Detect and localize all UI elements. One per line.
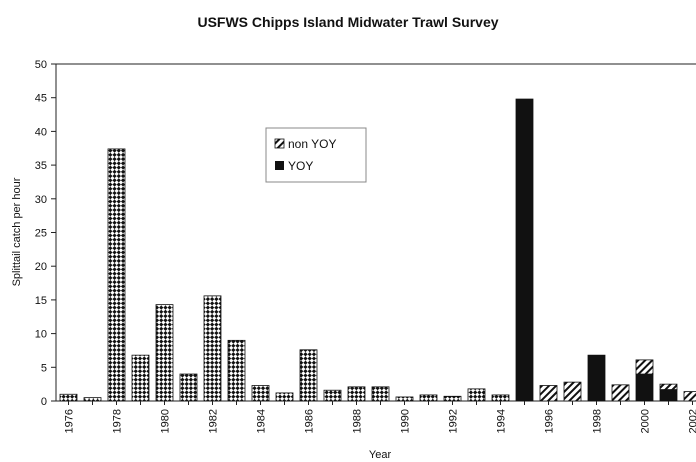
x-tick-label: 1998 (592, 409, 604, 433)
bar-checkered-1991 (419, 394, 438, 402)
bar-checkered-1982 (203, 295, 222, 402)
legend-label-non-yoy: non YOY (288, 137, 336, 151)
bar-checkered-1981 (179, 373, 198, 402)
bars (59, 98, 696, 402)
legend: non YOY YOY (265, 127, 367, 183)
bar-checkered-1984 (251, 385, 270, 402)
x-tick-label: 1982 (208, 409, 220, 433)
bar-checkered-1987 (323, 389, 342, 402)
bar-non-yoy-1999 (611, 384, 630, 402)
x-tick-label: 2002 (688, 409, 696, 433)
bar-checkered-1994 (491, 394, 510, 402)
y-tick-label: 35 (35, 160, 47, 172)
y-tick-label: 5 (41, 362, 47, 374)
y-tick-label: 45 (35, 93, 47, 105)
y-tick-label: 25 (35, 228, 47, 240)
bar-non-yoy-2002 (683, 391, 696, 402)
legend-swatch-yoy (275, 161, 284, 170)
chart-title: USFWS Chipps Island Midwater Trawl Surve… (197, 14, 499, 30)
x-tick-label: 1980 (160, 409, 172, 433)
bar-non-yoy-1996 (539, 385, 558, 402)
legend-label-yoy: YOY (288, 159, 313, 173)
bar-checkered-1976 (59, 393, 78, 402)
bar-yoy-2001 (659, 389, 678, 402)
bar-checkered-1985 (275, 392, 294, 402)
y-tick-label: 50 (35, 59, 47, 71)
x-tick-label: 1994 (496, 409, 508, 433)
x-tick-label: 1978 (112, 409, 124, 433)
y-tick-label: 30 (35, 194, 47, 206)
bar-checkered-1983 (227, 339, 246, 402)
x-tick-label: 1986 (304, 409, 316, 433)
bar-yoy-2000 (635, 373, 654, 402)
x-tick-label: 1996 (544, 409, 556, 433)
plot-area (55, 63, 696, 402)
bar-non-yoy-2000 (635, 359, 654, 375)
bar-checkered-1980 (155, 304, 174, 402)
bar-checkered-1989 (371, 386, 390, 402)
y-tick-label: 0 (41, 396, 47, 408)
y-tick-label: 15 (35, 295, 47, 307)
x-tick-label: 2000 (640, 409, 652, 433)
x-tick-label: 1976 (64, 409, 76, 433)
x-axis: 1976 1978 1980 1982 1984 1986 1988 1990 1992 1994… (64, 401, 696, 433)
x-tick-label: 1992 (448, 409, 460, 433)
bar-checkered-1977 (83, 397, 102, 402)
x-tick-label: 1990 (400, 409, 412, 433)
bar-yoy-1998 (587, 354, 606, 402)
x-axis-label: Year (369, 449, 392, 461)
bar-checkered-1978 (107, 148, 126, 402)
legend-swatch-non-yoy (274, 138, 285, 149)
y-tick-label: 20 (35, 261, 47, 273)
bar-non-yoy-2001 (659, 383, 678, 390)
bar-non-yoy-1997 (563, 381, 582, 402)
x-tick-label: 1988 (352, 409, 364, 433)
y-tick-label: 40 (35, 126, 47, 138)
legend-box (265, 127, 367, 183)
bar-checkered-1993 (467, 388, 486, 402)
x-tick-label: 1984 (256, 409, 268, 433)
bar-checkered-1988 (347, 386, 366, 402)
y-tick-label: 10 (35, 329, 47, 341)
bar-yoy-1995 (515, 98, 534, 402)
y-axis-label: Splittail catch per hour (11, 177, 23, 286)
bar-checkered-1990 (395, 396, 414, 402)
bar-checkered-1986 (299, 349, 318, 402)
y-axis: 0 5 10 15 20 25 30 35 40 45 50 (35, 59, 56, 408)
bar-checkered-1992 (443, 395, 462, 402)
bar-checkered-1979 (131, 354, 150, 402)
